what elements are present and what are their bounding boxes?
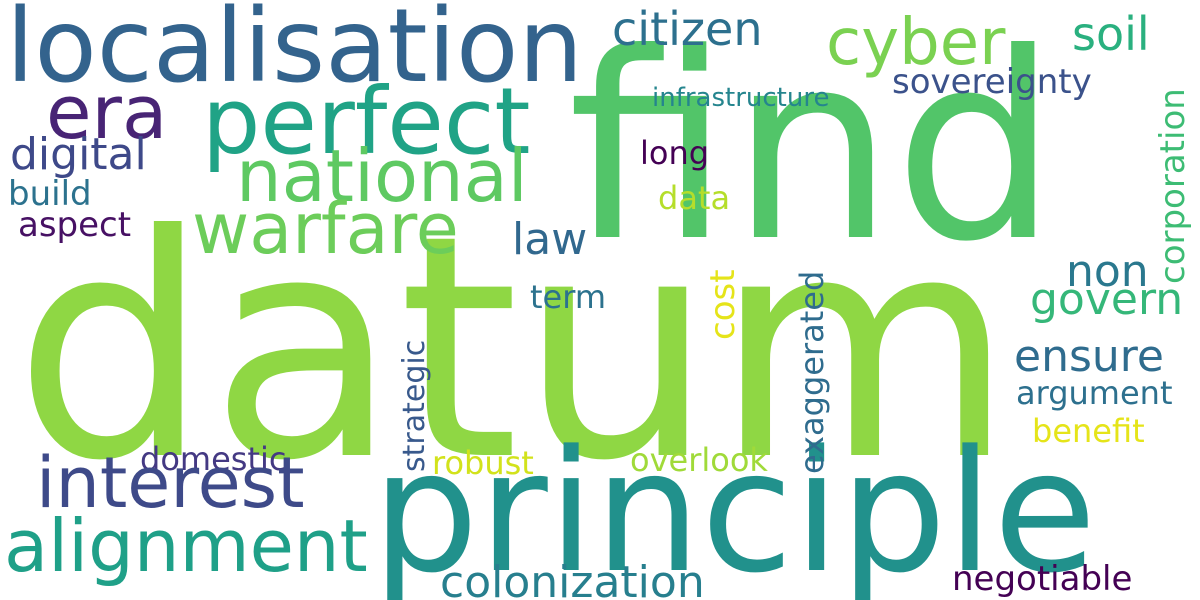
word-cost: cost [703,269,743,340]
word-long: long [640,134,710,172]
word-overlook: overlook [630,441,768,479]
word-term: term [530,278,606,316]
word-domestic: domestic [140,440,287,478]
word-strategic: strategic [397,339,432,472]
word-warfare: warfare [192,188,459,270]
word-interest: interest [36,442,305,524]
word-perfect: perfect [202,68,531,175]
word-colonization: colonization [440,557,705,600]
word-sovereignty: sovereignty [892,62,1092,102]
word-non: non [1066,246,1149,297]
word-principle: principle [372,414,1097,600]
word-benefit: benefit [1032,412,1145,450]
word-corporation: corporation [1153,88,1193,284]
word-govern: govern [1030,274,1184,325]
word-argument: argument [1016,374,1173,412]
word-find: find [568,0,1058,298]
word-build: build [8,174,92,214]
word-law: law [512,214,588,265]
word-alignment: alignment [4,504,368,588]
word-digital: digital [10,129,147,180]
word-robust: robust [432,444,534,482]
word-soil: soil [1072,7,1150,61]
word-ensure: ensure [1014,331,1164,382]
word-datum: datum [14,169,1015,528]
word-negotiable: negotiable [952,559,1133,599]
word-national: national [236,134,528,218]
word-era: era [46,70,168,156]
word-localisation: localisation [6,0,584,106]
word-cyber: cyber [826,6,1006,80]
word-exaggerated: exaggerated [793,270,831,474]
word-data: data [658,179,731,217]
word-citizen: citizen [612,2,763,56]
word-aspect: aspect [18,205,132,245]
word-infrastructure: infrastructure [652,83,830,113]
